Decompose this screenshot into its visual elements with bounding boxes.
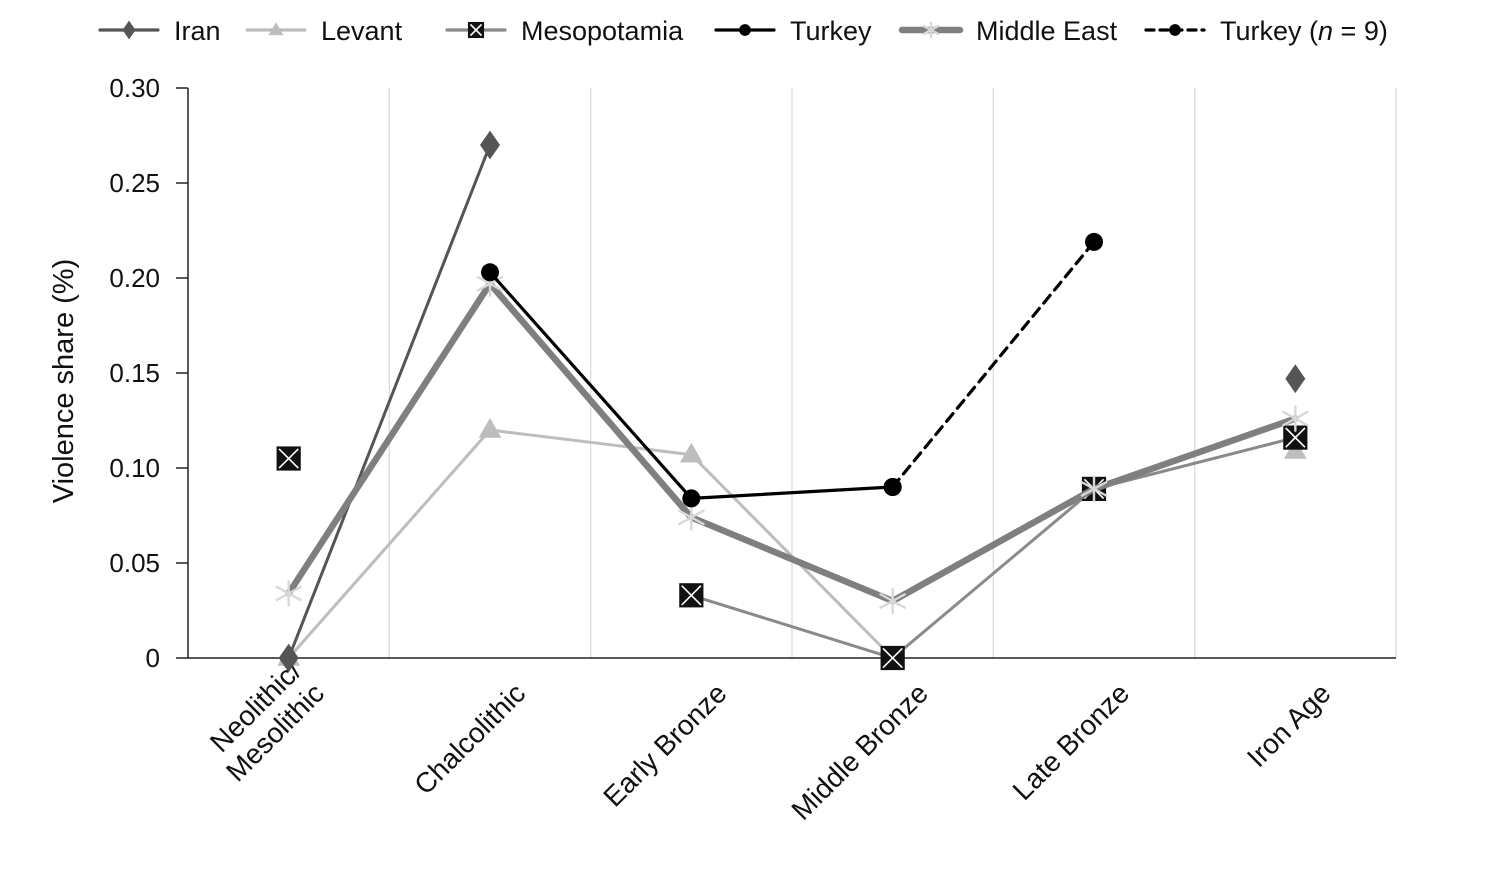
data-point-middle-east bbox=[1282, 405, 1309, 432]
y-tick-label: 0.15 bbox=[109, 358, 160, 388]
series-line-mesopotamia bbox=[689, 436, 1297, 660]
legend-marker-middle-east bbox=[922, 21, 940, 39]
data-point-middle-east bbox=[879, 587, 906, 615]
series-iran bbox=[278, 130, 1306, 673]
legend-label-iran: Iran bbox=[174, 16, 221, 46]
data-point-iran bbox=[278, 643, 299, 673]
legend-label-turkey-n9: Turkey (n = 9) bbox=[1220, 16, 1388, 46]
series-middle-east bbox=[275, 270, 1309, 615]
legend-marker-iran bbox=[122, 20, 136, 40]
data-point-levant bbox=[679, 442, 703, 463]
data-point-turkey bbox=[481, 263, 499, 282]
legend-item-iran: Iran bbox=[98, 16, 221, 46]
legend-label-middle-east: Middle East bbox=[976, 16, 1118, 46]
data-point-mesopotamia bbox=[276, 446, 301, 471]
data-point-turkey bbox=[682, 489, 701, 508]
data-point-mesopotamia bbox=[1283, 425, 1308, 450]
series-line-middle-east bbox=[285, 280, 1299, 605]
legend-label-turkey: Turkey bbox=[790, 16, 872, 46]
data-point-iran bbox=[1285, 364, 1306, 394]
legend-item-turkey: Turkey bbox=[714, 16, 872, 46]
data-point-levant bbox=[478, 418, 502, 438]
legend-label-levant: Levant bbox=[321, 16, 403, 46]
y-tick-label: 0.10 bbox=[109, 453, 160, 483]
series-line-turkey bbox=[488, 270, 895, 500]
legend-item-mesopotamia: Mesopotamia bbox=[445, 16, 684, 46]
data-point-turkey-n9 bbox=[1085, 232, 1103, 251]
legend-label-mesopotamia: Mesopotamia bbox=[521, 16, 684, 46]
legend-item-middle-east: Middle East bbox=[898, 16, 1118, 46]
data-point-middle-east bbox=[275, 580, 302, 607]
data-point-iran bbox=[480, 130, 500, 160]
legend-item-levant: Levant bbox=[245, 16, 403, 46]
y-tick-label: 0 bbox=[146, 643, 160, 673]
y-tick-label: 0.30 bbox=[109, 73, 160, 103]
data-point-middle-east bbox=[1080, 475, 1108, 503]
data-point-middle-east bbox=[678, 504, 705, 531]
x-tick-label: Iron Age bbox=[1241, 677, 1337, 773]
series-turkey-n9 bbox=[883, 232, 1103, 496]
x-tick-label: Neolithic/Mesolithic bbox=[197, 655, 330, 788]
data-point-turkey-n9 bbox=[883, 478, 902, 496]
y-tick-label: 0.20 bbox=[109, 263, 160, 293]
legend-marker-turkey-n9 bbox=[1169, 24, 1181, 36]
legend-marker-mesopotamia bbox=[467, 21, 485, 39]
y-tick-label: 0.25 bbox=[109, 168, 160, 198]
x-tick-label: Chalcolithic bbox=[408, 677, 531, 800]
y-axis-title: Violence share (%) bbox=[48, 259, 80, 503]
x-tick-label: Early Bronze bbox=[597, 677, 732, 812]
x-tick-label: Late Bronze bbox=[1007, 677, 1136, 806]
series-turkey bbox=[481, 263, 902, 508]
x-tick-label: Middle Bronze bbox=[785, 677, 933, 825]
legend-marker-turkey bbox=[739, 24, 751, 36]
data-point-mesopotamia bbox=[880, 645, 905, 671]
legend-item-turkey-n9: Turkey (n = 9) bbox=[1144, 16, 1388, 46]
y-tick-label: 0.05 bbox=[109, 548, 160, 578]
series-line-turkey-n9 bbox=[891, 240, 1096, 489]
legend-marker-levant bbox=[268, 22, 284, 36]
data-point-mesopotamia bbox=[679, 583, 704, 608]
